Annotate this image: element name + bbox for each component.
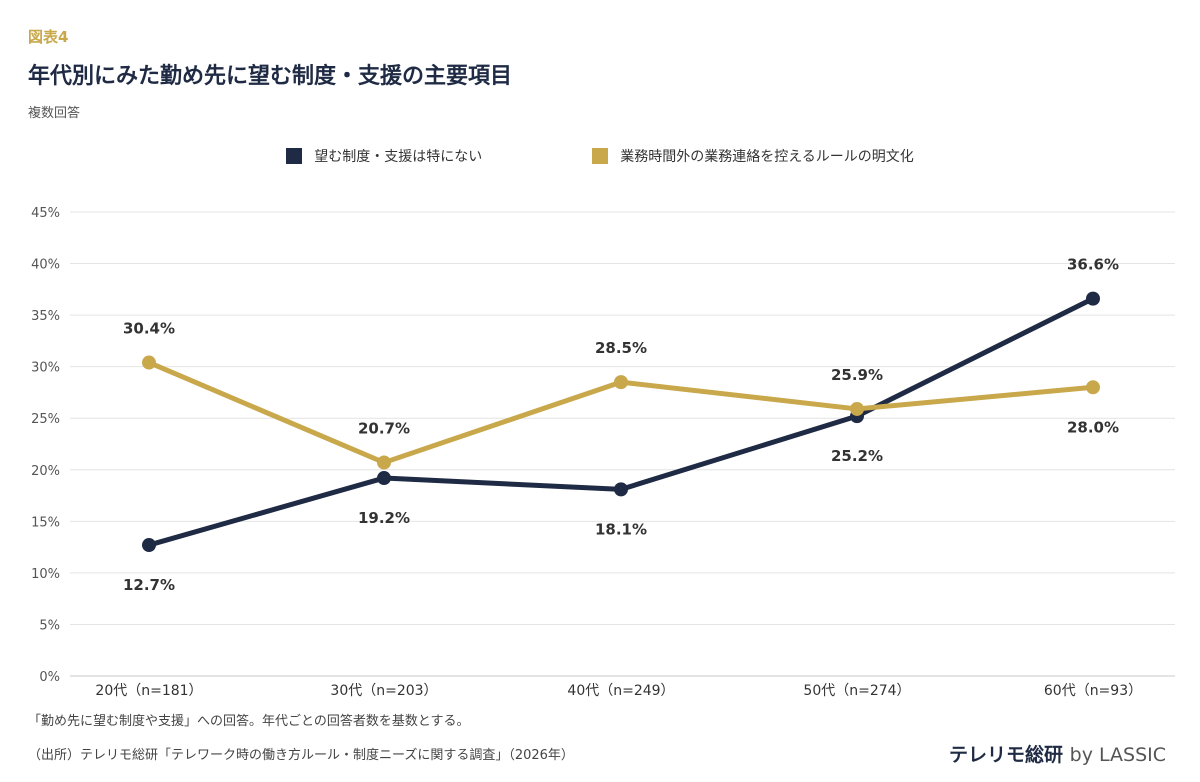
y-tick-label-15: 15% bbox=[31, 515, 60, 530]
data-label-1-3: 25.9% bbox=[831, 366, 883, 384]
brand-name: テレリモ総研 bbox=[949, 744, 1064, 766]
figure-label: 図表4 bbox=[28, 28, 69, 46]
data-point-1-4 bbox=[1086, 380, 1100, 395]
data-label-0-3: 25.2% bbox=[831, 447, 883, 465]
data-point-0-4 bbox=[1086, 291, 1100, 306]
y-tick-label-25: 25% bbox=[31, 412, 60, 427]
data-label-0-4: 36.6% bbox=[1067, 256, 1119, 274]
data-point-1-1 bbox=[377, 455, 391, 470]
brand-by: by LASSIC bbox=[1069, 744, 1166, 766]
legend-item-none: 望む制度・支援は特にない bbox=[286, 146, 482, 166]
data-point-0-2 bbox=[614, 482, 628, 497]
data-point-1-2 bbox=[614, 375, 628, 390]
chart-subtitle: 複数回答 bbox=[28, 106, 81, 121]
data-label-1-1: 20.7% bbox=[358, 420, 410, 438]
chart-title: 年代別にみた勤め先に望む制度・支援の主要項目 bbox=[28, 64, 513, 89]
data-label-1-2: 28.5% bbox=[595, 339, 647, 357]
y-tick-label-45: 45% bbox=[31, 206, 60, 221]
chart-note: 「勤め先に望む制度や支援」への回答。年代ごとの回答者数を基数とする。 bbox=[28, 714, 470, 729]
y-tick-label-30: 30% bbox=[31, 361, 60, 376]
data-point-1-0 bbox=[142, 355, 156, 370]
y-tick-label-40: 40% bbox=[31, 258, 60, 273]
legend: 望む制度・支援は特にない 業務時間外の業務連絡を控えるルールの明文化 bbox=[0, 146, 1200, 166]
chart-source: （出所）テレリモ総研「テレワーク時の働き方ルール・制度ニーズに関する調査」（20… bbox=[28, 748, 574, 763]
legend-label-none: 望む制度・支援は特にない bbox=[314, 149, 483, 165]
brand-logo: テレリモ総研 by LASSIC bbox=[949, 740, 1166, 767]
data-point-0-0 bbox=[142, 538, 156, 553]
data-label-0-1: 19.2% bbox=[358, 509, 410, 527]
data-point-1-3 bbox=[850, 401, 864, 416]
y-tick-label-20: 20% bbox=[31, 464, 60, 479]
data-label-0-0: 12.7% bbox=[123, 576, 175, 594]
y-tick-label-5: 5% bbox=[39, 618, 60, 633]
data-label-1-4: 28.0% bbox=[1067, 418, 1119, 436]
y-tick-label-10: 10% bbox=[31, 567, 60, 582]
legend-swatch-rule bbox=[592, 148, 609, 164]
y-tick-label-0: 0% bbox=[39, 670, 60, 685]
legend-label-rule: 業務時間外の業務連絡を控えるルールの明文化 bbox=[620, 149, 914, 165]
legend-swatch-none bbox=[286, 148, 303, 164]
x-tick-label-1: 30代（n=203） bbox=[330, 683, 437, 699]
x-tick-label-4: 60代（n=93） bbox=[1044, 683, 1142, 699]
y-tick-label-35: 35% bbox=[31, 309, 60, 324]
legend-item-rule: 業務時間外の業務連絡を控えるルールの明文化 bbox=[592, 146, 914, 166]
data-label-1-0: 30.4% bbox=[123, 320, 175, 338]
x-tick-label-2: 40代（n=249） bbox=[567, 683, 674, 699]
data-point-0-1 bbox=[377, 471, 391, 486]
x-tick-label-0: 20代（n=181） bbox=[95, 683, 202, 699]
x-tick-label-3: 50代（n=274） bbox=[803, 683, 910, 699]
data-label-0-2: 18.1% bbox=[595, 520, 647, 538]
